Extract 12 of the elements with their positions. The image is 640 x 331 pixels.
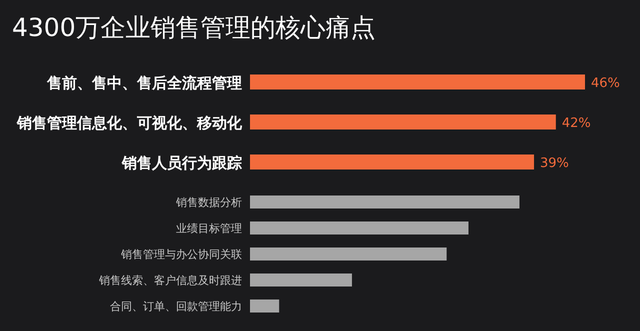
- y-tick-label: 销售线索、客户信息及时跟进: [98, 274, 242, 287]
- y-tick-label: 售前、售中、售后全流程管理: [46, 74, 242, 92]
- y-tick-label: 销售人员行为跟踪: [121, 154, 242, 172]
- y-tick-label: 销售数据分析: [175, 196, 242, 209]
- data-label: 39%: [540, 156, 569, 171]
- y-tick-label: 业绩目标管理: [176, 222, 242, 235]
- chart-title: 4300万企业销售管理的核心痛点: [12, 13, 376, 42]
- data-label: 42%: [562, 116, 591, 131]
- y-tick-label: 销售管理信息化、可视化、移动化: [16, 114, 243, 132]
- data-label: 46%: [591, 76, 620, 91]
- y-tick-label: 合同、订单、回款管理能力: [110, 300, 242, 313]
- y-tick-label: 销售管理与办公协同关联: [120, 248, 242, 261]
